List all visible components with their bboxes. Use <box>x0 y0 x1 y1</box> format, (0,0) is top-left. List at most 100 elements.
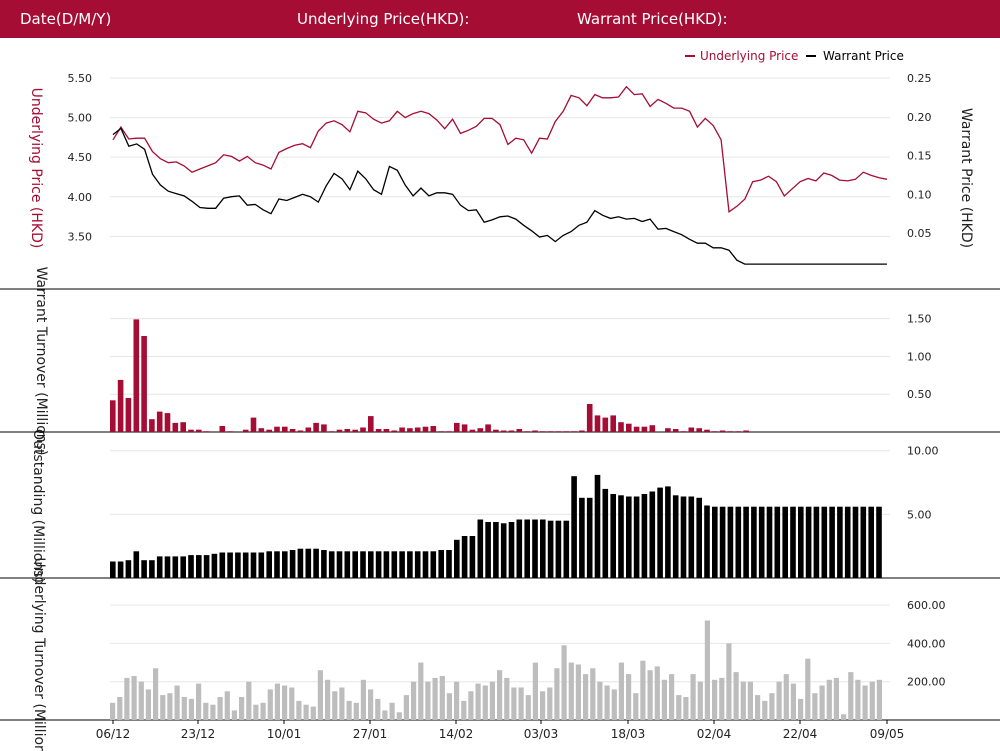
warrant-turnover-bar <box>282 426 288 432</box>
x-tick-label: 10/01 <box>267 727 302 741</box>
underlying-turnover-bar <box>518 687 524 720</box>
outstanding-bar <box>414 551 421 578</box>
warrant-turnover-bar <box>227 431 233 432</box>
underlying-turnover-bar <box>489 681 495 720</box>
underlying-turnover-bar <box>153 668 159 720</box>
underlying-turnover-bar <box>747 681 753 720</box>
outstanding-bar <box>790 506 796 578</box>
outstanding-bar <box>196 555 202 578</box>
warrant-turnover-bar <box>547 431 554 432</box>
underlying-turnover-bar <box>353 702 359 720</box>
warrant-turnover-bar <box>586 404 593 432</box>
warrant-turnover-bar <box>328 431 335 432</box>
outstanding-bar <box>321 550 327 578</box>
outstanding-bar <box>751 506 757 578</box>
warrant-turnover-bar <box>383 429 390 432</box>
outstanding-bar <box>524 519 530 578</box>
underlying-turnover-bar <box>633 693 639 720</box>
warrant-turnover-bar <box>508 430 515 432</box>
outstanding-bar <box>719 506 726 578</box>
underlying-turnover-bar <box>561 645 567 720</box>
warrant-price-line <box>112 127 887 265</box>
legend: Underlying Price Warrant Price <box>685 49 904 63</box>
underlying-turnover-bar <box>368 689 374 720</box>
underlying-turnover-bar <box>611 689 617 720</box>
underlying-turnover-bar <box>468 691 474 720</box>
warrant-turnover-bar <box>649 425 656 432</box>
underlying-turnover-bar <box>167 693 173 720</box>
outstanding-bar <box>798 506 804 578</box>
warrant-turnover-bar <box>712 431 718 432</box>
warrant-turnover-bar <box>571 431 577 432</box>
underlying-turnover-bar <box>203 702 209 720</box>
outstanding-bar <box>430 551 437 578</box>
tick-label: 600.00 <box>907 599 946 612</box>
tick-label: 0.10 <box>907 188 932 201</box>
legend-warrant: Warrant Price <box>823 49 904 63</box>
underlying-turnover-bar <box>568 662 574 720</box>
underlying-turnover-bar <box>525 695 531 720</box>
warrant-turnover-panel: 1.50 1.00 0.50 <box>110 313 932 432</box>
outstanding-bar <box>837 506 843 578</box>
underlying-turnover-bar <box>647 670 653 720</box>
outstanding-bar <box>117 561 124 578</box>
outstanding-bar <box>219 552 226 578</box>
left-axis-title: Underlying Price (HKD) <box>28 88 44 249</box>
outstanding-bar <box>469 536 476 578</box>
warrant-turnover-bar <box>563 431 570 432</box>
warrant-turnover-bar <box>610 415 616 432</box>
underlying-turnover-bar <box>332 691 338 720</box>
underlying-turnover-bar <box>224 691 230 720</box>
underlying-turnover-bar <box>131 676 137 720</box>
underlying-turnover-bar <box>697 681 703 720</box>
underlying-turnover-bar <box>554 668 560 720</box>
outstanding-bar <box>626 496 632 578</box>
outstanding-bar <box>579 497 585 578</box>
underlying-turnover-bar <box>196 683 202 720</box>
underlying-turnover-bar <box>712 679 718 720</box>
underlying-turnover-bar <box>704 620 710 720</box>
outstanding-bar <box>563 520 570 578</box>
underlying-turnover-bar <box>733 672 739 720</box>
underlying-turnover-bar <box>769 693 775 720</box>
underlying-turnover-bar <box>296 700 302 720</box>
warrant-turnover-bar <box>368 416 374 432</box>
outstanding-bar <box>203 555 210 578</box>
warrant-turnover-bar <box>602 417 609 432</box>
underlying-turnover-bar <box>683 697 689 720</box>
warrant-turnover-bar <box>524 431 530 432</box>
warrant-turnover-bar <box>352 429 358 432</box>
tick-label: 0.20 <box>907 111 932 124</box>
underlying-price-line <box>112 85 888 213</box>
outstanding-bar <box>125 560 132 578</box>
outstanding-bar <box>805 506 812 578</box>
outstanding-panel: 10.00 5.00 <box>110 445 939 578</box>
underlying-turnover-bar <box>274 683 280 720</box>
outstanding-bar <box>641 494 648 578</box>
outstanding-bar <box>360 551 366 578</box>
warrant-turnover-bar <box>399 427 405 432</box>
x-tick-label: 18/03 <box>611 727 646 741</box>
tick-label: 4.50 <box>68 151 93 164</box>
warrant-turnover-bar <box>665 428 671 432</box>
underlying-turnover-bar <box>188 698 194 720</box>
underlying-turnover-axis-title: Underlying Turnover (Millions) <box>31 557 47 751</box>
underlying-turnover-bar <box>805 658 811 720</box>
underlying-price-label: Underlying Price(HKD): <box>297 10 470 28</box>
outstanding-bar <box>547 520 554 578</box>
outstanding-bar <box>156 556 163 578</box>
outstanding-bar <box>704 505 710 578</box>
outstanding-bar <box>164 556 171 578</box>
outstanding-bar <box>188 555 194 578</box>
tick-label: 0.05 <box>907 227 932 240</box>
underlying-turnover-bar <box>439 676 445 720</box>
outstanding-bar <box>172 556 179 578</box>
underlying-turnover-bar <box>482 685 488 720</box>
underlying-turnover-bar <box>418 662 424 720</box>
warrant-turnover-bar <box>719 430 726 432</box>
underlying-turnover-bar <box>389 702 395 720</box>
underlying-turnover-bar <box>783 674 789 720</box>
outstanding-bar <box>383 551 390 578</box>
warrant-turnover-bar <box>250 417 257 432</box>
outstanding-bar <box>454 539 460 578</box>
